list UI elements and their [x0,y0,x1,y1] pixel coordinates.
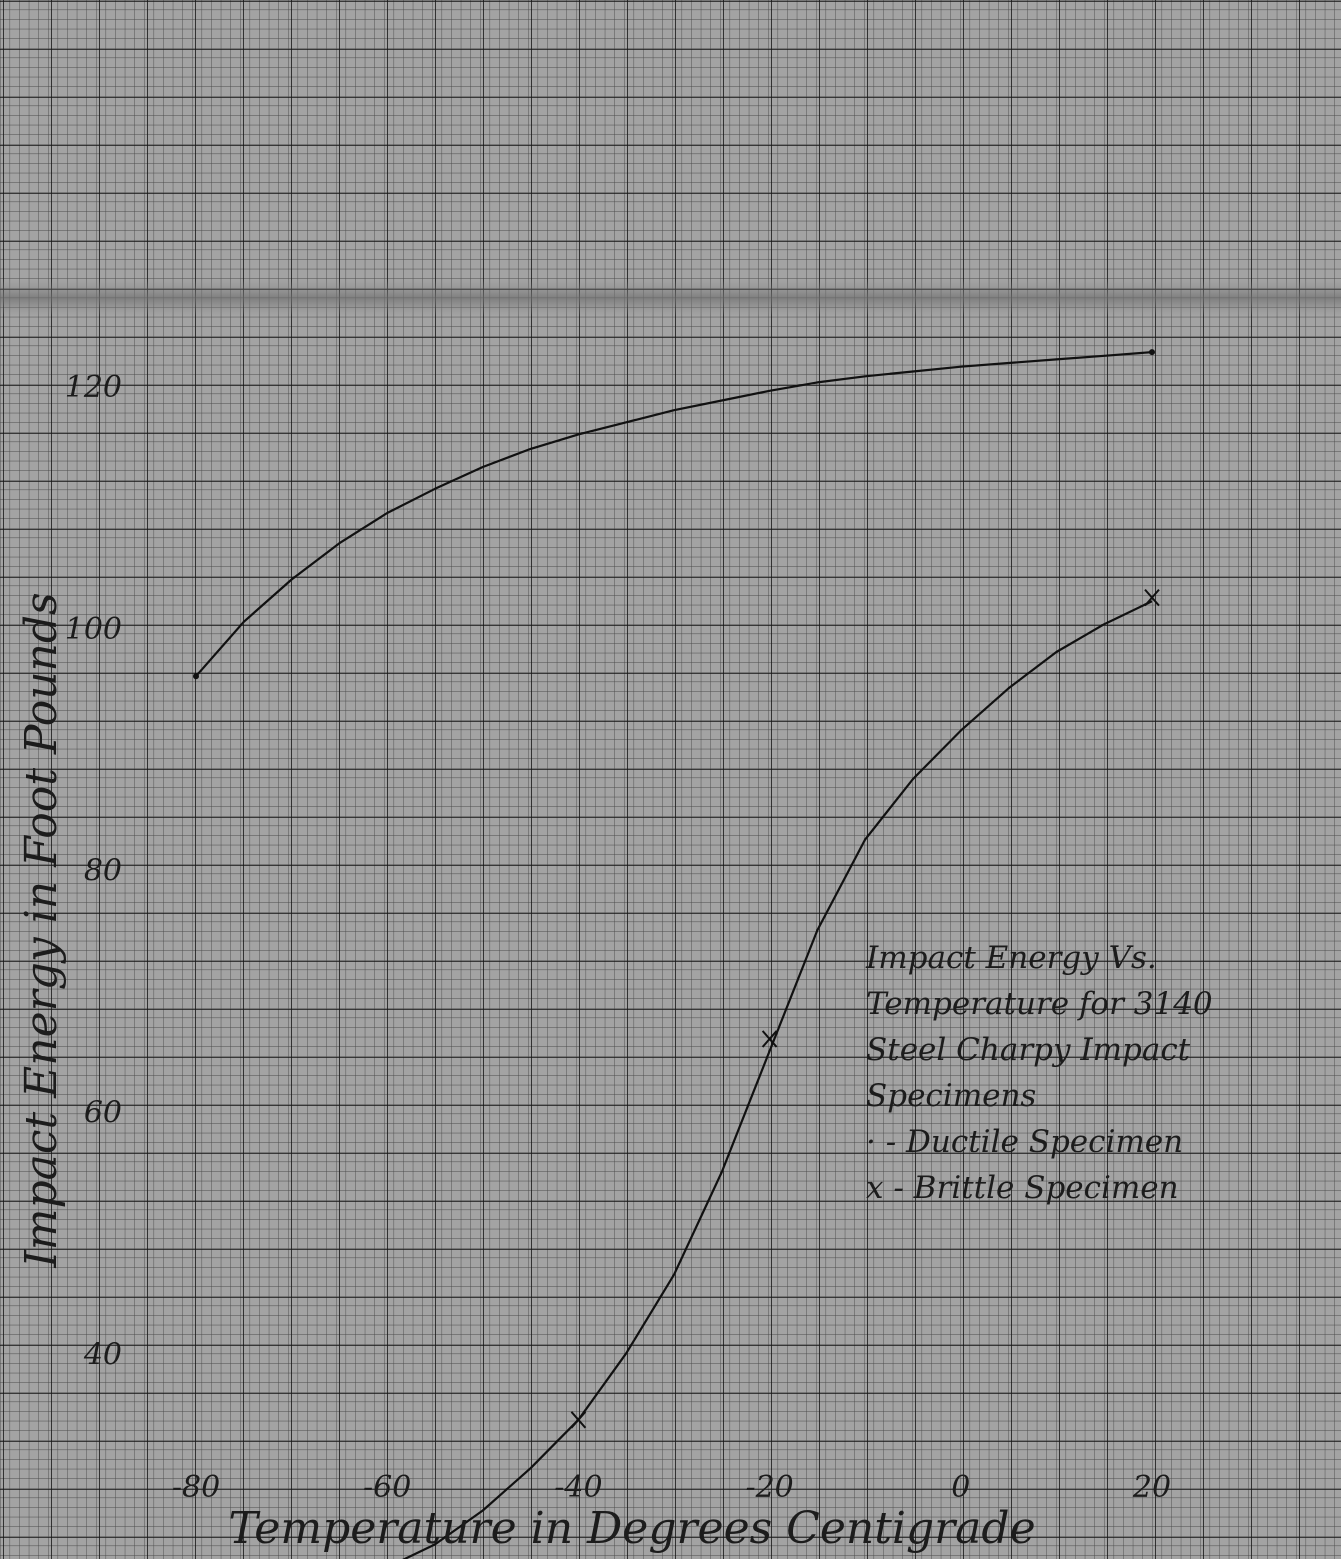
paper-fold [0,280,1341,316]
legend-line: · - Ductile Specimen [866,1124,1183,1160]
x-tick-label: -60 [363,1470,411,1505]
legend-line: Temperature for 3140 [866,986,1213,1022]
legend-line: Specimens [866,1078,1036,1114]
y-tick-label: 80 [84,854,122,889]
x-axis-title: Temperature in Degrees Centigrade [228,1503,1035,1554]
x-tick-label: -40 [554,1470,602,1505]
series-2-point-3 [761,1030,778,1048]
y-tick-label: 120 [65,370,122,405]
legend-line: x - Brittle Specimen [866,1170,1179,1206]
x-tick-label: 20 [1132,1470,1171,1505]
series-2-point-2 [570,1411,587,1429]
series-1-point-1 [193,673,199,680]
legend: Impact Energy Vs. Temperature for 3140 Ste… [865,940,1213,1206]
legend-line: Steel Charpy Impact [866,1032,1191,1068]
y-tick-label: 60 [84,1096,122,1131]
y-axis-title: Impact Energy in Foot Pounds [16,592,67,1268]
series-1-line [195,351,1153,677]
series-layer [193,349,1160,1559]
series-1-point-2 [1149,349,1155,356]
y-tick-label: 40 [83,1337,122,1372]
x-tick-label: -80 [172,1470,220,1505]
series-2-line [402,600,1153,1559]
series-2-point-4 [1144,588,1160,607]
y-tick-label: 100 [65,612,122,647]
x-tick-label: 0 [951,1470,970,1505]
x-tick-label: -20 [745,1470,793,1505]
legend-line: Impact Energy Vs. [865,940,1157,976]
tick-labels: -80-60-40-2002020406080100120 [65,370,1171,1505]
